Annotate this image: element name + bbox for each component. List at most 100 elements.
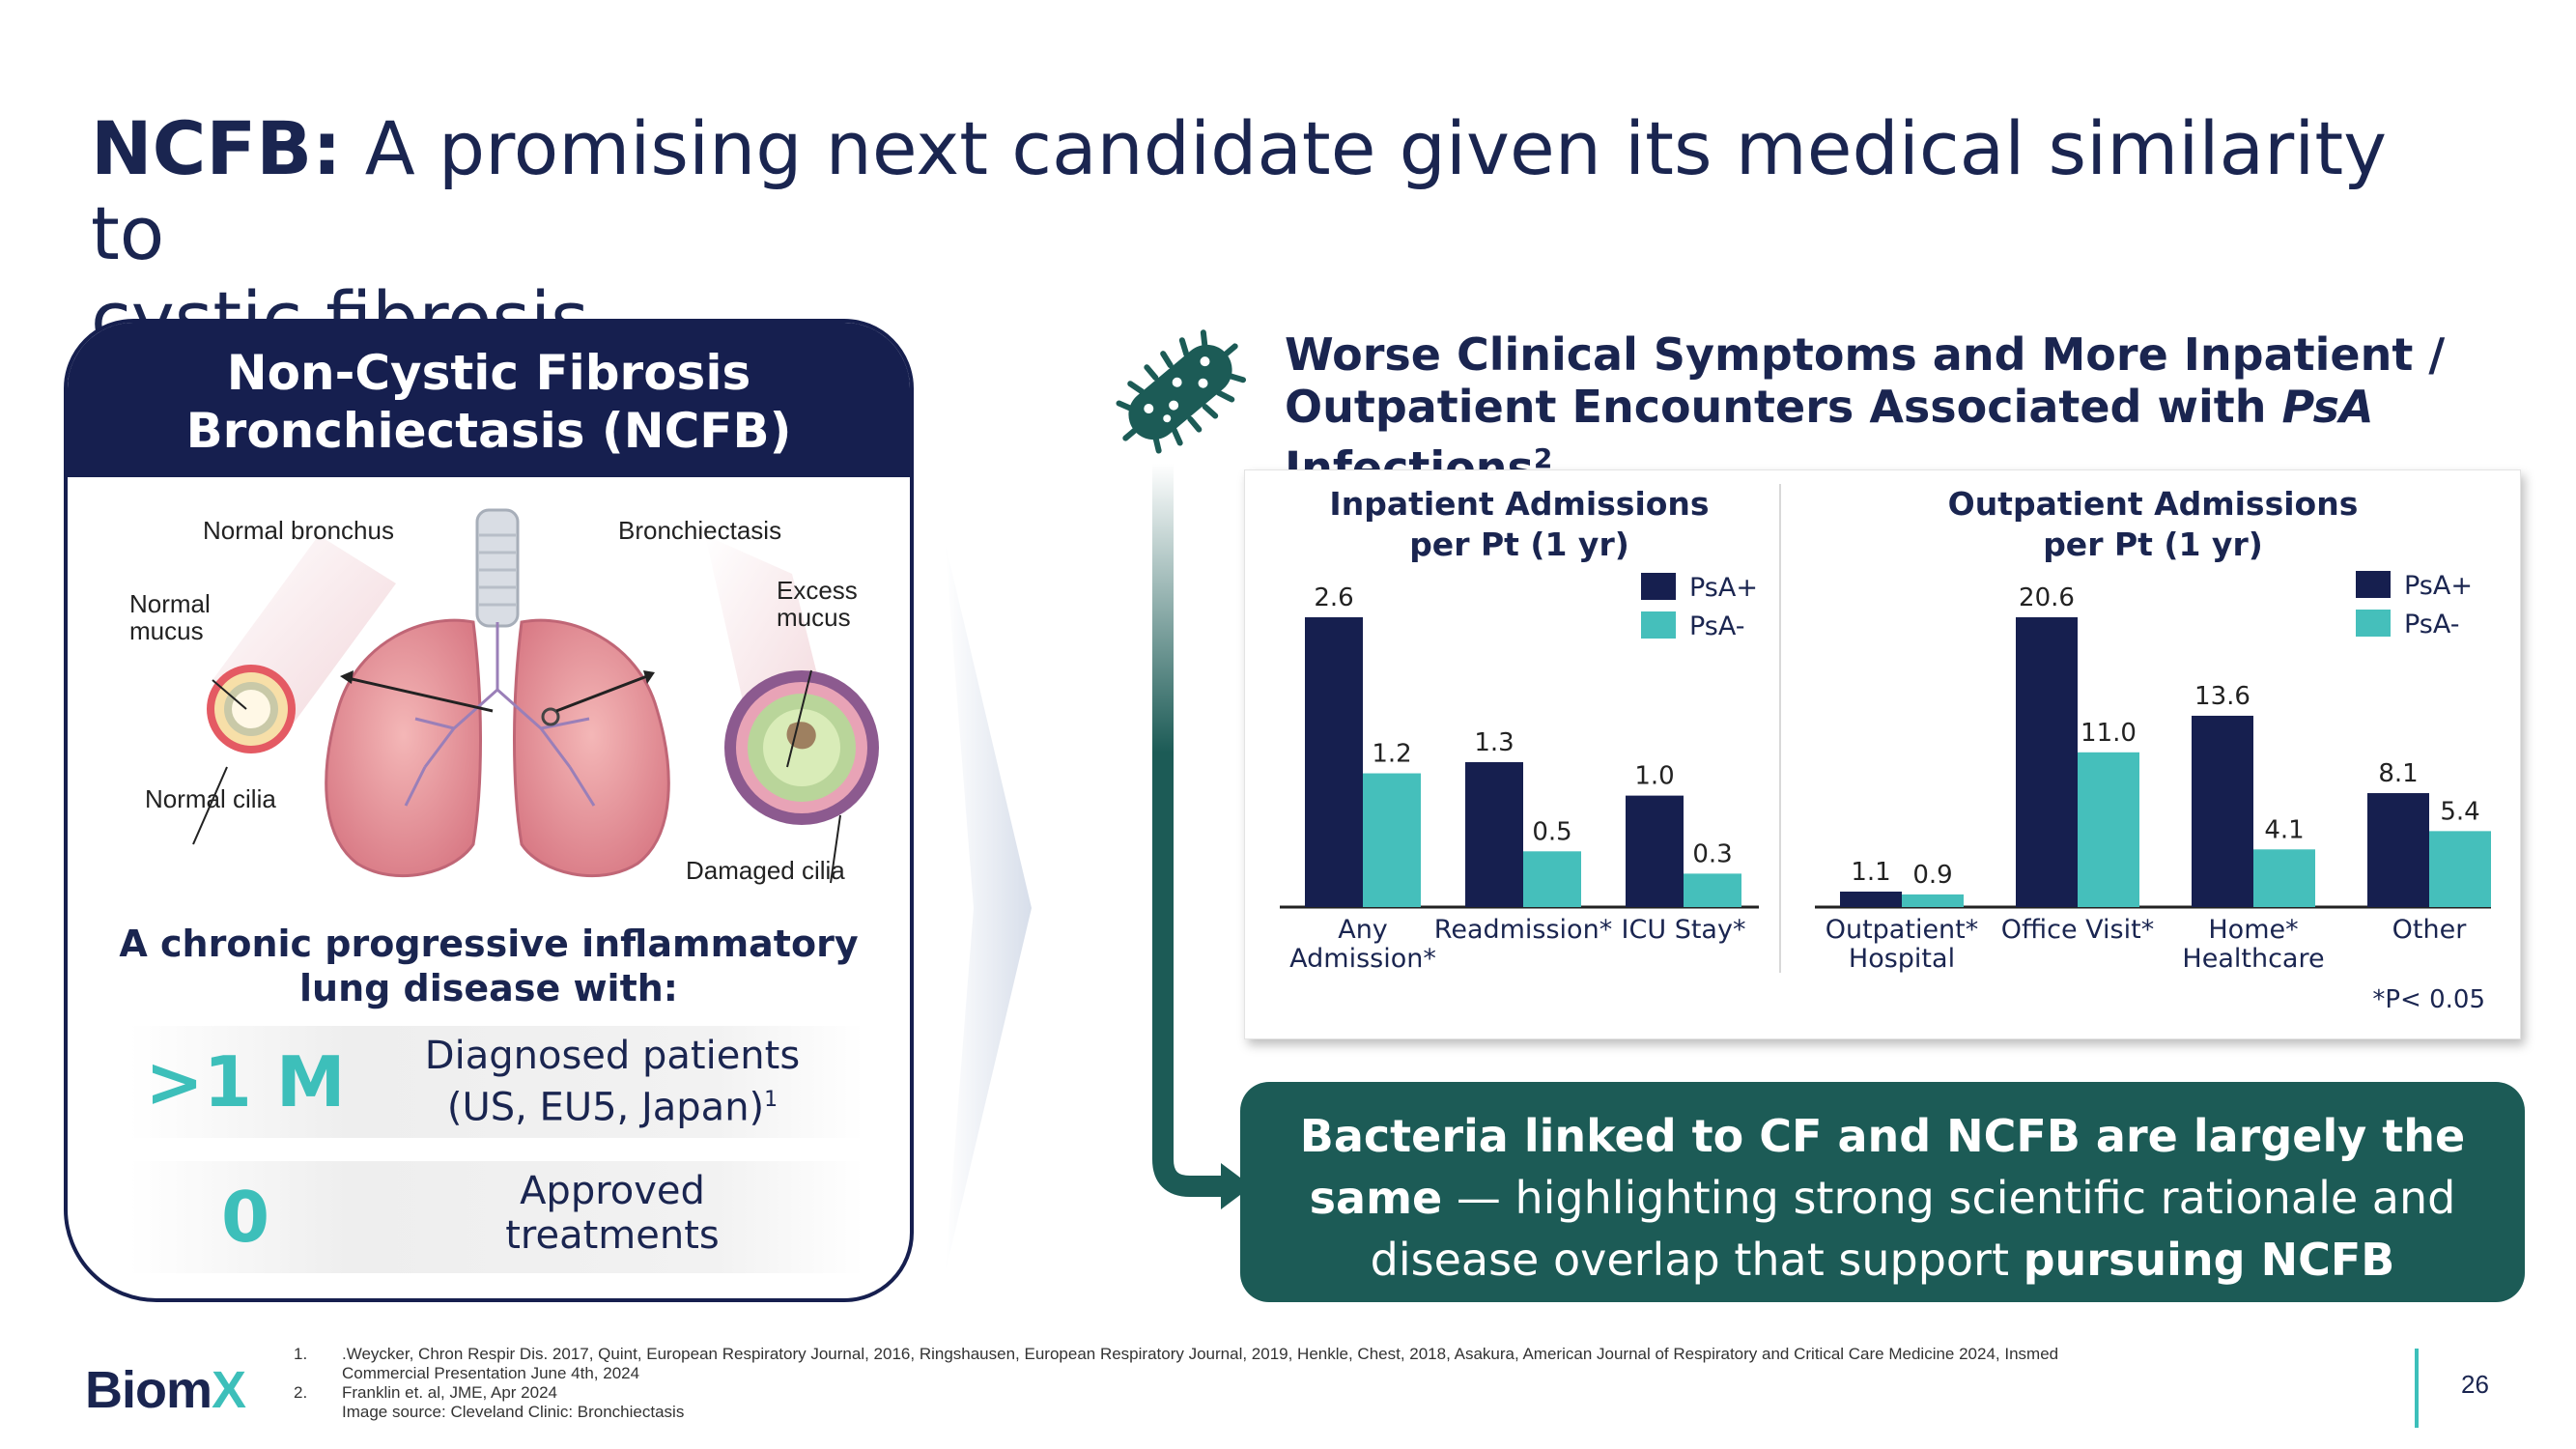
reference-item: 1. .Weycker, Chron Respir Dis. 2017, Quin… (294, 1345, 2225, 1364)
reference-item: 2. Franklin et. al, JME, Apr 2024 (294, 1383, 2225, 1403)
charts-panel: Inpatient Admissions per Pt (1 yr) PsA+ PsA… (1244, 469, 2521, 1039)
reference-item: Commercial Presentation June 4th, 2024 (294, 1364, 2225, 1383)
callout-line2: same — highlighting strong scientific ra… (1240, 1167, 2525, 1229)
category-label: Hospital (1849, 944, 1955, 974)
callout-line1: Bacteria linked to CF and NCFB are large… (1240, 1105, 2525, 1167)
stat-ref-sup: 1 (764, 1088, 778, 1112)
lung-diagram-image (192, 508, 879, 884)
stat-text-treatments-line2: treatments (505, 1213, 720, 1258)
callout-bold-1: Bacteria linked to CF and NCFB are large… (1299, 1110, 2466, 1162)
bar (1684, 873, 1741, 907)
stat-text-patients-line2-text: (US, EU5, Japan) (446, 1085, 765, 1130)
legend-label: PsA- (2404, 610, 2460, 639)
legend-label: PsA+ (1689, 573, 1758, 603)
stat-row-patients: >1 M Diagnosed patients (US, EU5, Japan)… (129, 1026, 863, 1138)
stat-text-patients-line1: Diagnosed patients (424, 1034, 801, 1078)
chart-section-title-line2-a: Outpatient Encounters Associated with (1285, 381, 2282, 433)
data-label: 11.0 (2081, 719, 2137, 748)
data-label: 0.3 (1692, 839, 1732, 868)
legend-label: PsA+ (2404, 571, 2473, 601)
chevron-divider (945, 541, 1032, 1275)
bar (1465, 762, 1523, 907)
ref-text: .Weycker, Chron Respir Dis. 2017, Quint,… (342, 1345, 2059, 1363)
stat-text-patients-line2: (US, EU5, Japan)1 (371, 1078, 854, 1129)
bar (1626, 795, 1684, 907)
page-title: NCFB: A promising next candidate given i… (91, 106, 2457, 361)
data-label: 5.4 (2440, 797, 2479, 826)
stat-text-treatments-line1: Approved (520, 1169, 705, 1213)
page-number: 26 (2461, 1370, 2489, 1399)
bar (2367, 793, 2429, 907)
bar (2016, 617, 2078, 907)
callout-bold-3: pursuing NCFB (2023, 1234, 2395, 1286)
flow-arrow (1152, 464, 1252, 1209)
callout-bold-2: same (1309, 1172, 1443, 1224)
data-label: 0.9 (1912, 861, 1952, 890)
legend-swatch (1641, 611, 1676, 639)
chart-section-title-line1: Worse Clinical Symptoms and More Inpatie… (1285, 328, 2446, 381)
category-label: Home* (2208, 915, 2298, 945)
stat-row-treatments: 0 Approved treatments (129, 1161, 863, 1273)
bar (1305, 617, 1363, 907)
bar (1902, 894, 1964, 907)
label-excess-mucus-2: mucus (777, 603, 851, 632)
legend-swatch (2356, 571, 2391, 598)
data-label: 1.0 (1634, 762, 1674, 791)
chart-section-title-sup: 2 (1533, 442, 1553, 474)
label-damaged-cilia: Damaged cilia (686, 856, 845, 885)
chart-section-title: Worse Clinical Symptoms and More Inpatie… (1285, 328, 2560, 494)
bar (1363, 773, 1421, 907)
bar (1840, 891, 1902, 907)
stat-value-patients: >1 M (145, 1041, 346, 1122)
data-label: 0.5 (1532, 817, 1571, 846)
ref-text: Commercial Presentation June 4th, 2024 (342, 1364, 640, 1382)
card-header: Non-Cystic Fibrosis Bronchiectasis (NCFB… (68, 323, 910, 477)
biomx-logo: BiomX (85, 1360, 246, 1420)
logo-text-a: Biom (85, 1361, 212, 1419)
significance-note: *P< 0.05 (2372, 985, 2485, 1014)
card-subhead: A chronic progressive inflammatory lung … (68, 922, 910, 1010)
label-normal-bronchus: Normal bronchus (203, 516, 394, 545)
data-label: 1.2 (1372, 740, 1411, 769)
logo-text-x: X (212, 1361, 246, 1419)
bar (2253, 849, 2315, 907)
callout-text-1: — highlighting strong scientific rationa… (1442, 1172, 2456, 1224)
category-label: Healthcare (2182, 944, 2324, 974)
card-header-line2: Bronchiectasis (NCFB) (185, 403, 792, 459)
ref-text: Franklin et. al, JME, Apr 2024 (342, 1383, 557, 1402)
ref-text: Image source: Cleveland Clinic: Bronchie… (342, 1403, 685, 1421)
title-rest-line1: A promising next candidate given its med… (91, 105, 2388, 276)
category-label: Other (2392, 915, 2468, 945)
card-subhead-line1: A chronic progressive inflammatory (119, 923, 859, 965)
label-bronchiectasis: Bronchiectasis (618, 516, 782, 545)
category-label: Admission* (1289, 944, 1436, 974)
stat-value-treatments: 0 (220, 1177, 270, 1258)
stat-text-patients: Diagnosed patients (US, EU5, Japan)1 (371, 1034, 854, 1129)
category-label: Office Visit* (2001, 915, 2154, 945)
chart-section-title-line2: Outpatient Encounters Associated with Ps… (1285, 381, 2560, 494)
ref-num: 1. (294, 1345, 308, 1363)
data-label: 1.1 (1851, 858, 1890, 887)
bar (1523, 851, 1581, 907)
charts-svg: Inpatient Admissions per Pt (1 yr) PsA+ PsA… (1280, 484, 2491, 1014)
data-label: 20.6 (2019, 583, 2075, 612)
data-label: 13.6 (2194, 682, 2250, 711)
chart-title: Inpatient Admissions (1329, 485, 1709, 523)
card-subhead-line2: lung disease with: (299, 967, 678, 1009)
card-header-line1: Non-Cystic Fibrosis (226, 345, 751, 401)
category-label: Outpatient* (1826, 915, 1979, 945)
category-label: Readmission* (1434, 915, 1612, 945)
bar (2078, 752, 2139, 907)
label-normal-mucus-2: mucus (129, 616, 204, 645)
label-excess-mucus-1: Excess (777, 576, 858, 605)
legend-swatch (1641, 573, 1676, 600)
reference-item: Image source: Cleveland Clinic: Bronchie… (294, 1403, 2225, 1422)
data-label: 2.6 (1314, 583, 1353, 612)
chart-title: per Pt (1 yr) (2043, 526, 2263, 563)
bar (2192, 715, 2253, 907)
bacteria-icon (1116, 329, 1246, 454)
data-label: 8.1 (2378, 759, 2418, 788)
label-normal-cilia: Normal cilia (145, 784, 276, 813)
category-label: ICU Stay* (1622, 915, 1746, 945)
category-label: Any (1338, 915, 1388, 945)
